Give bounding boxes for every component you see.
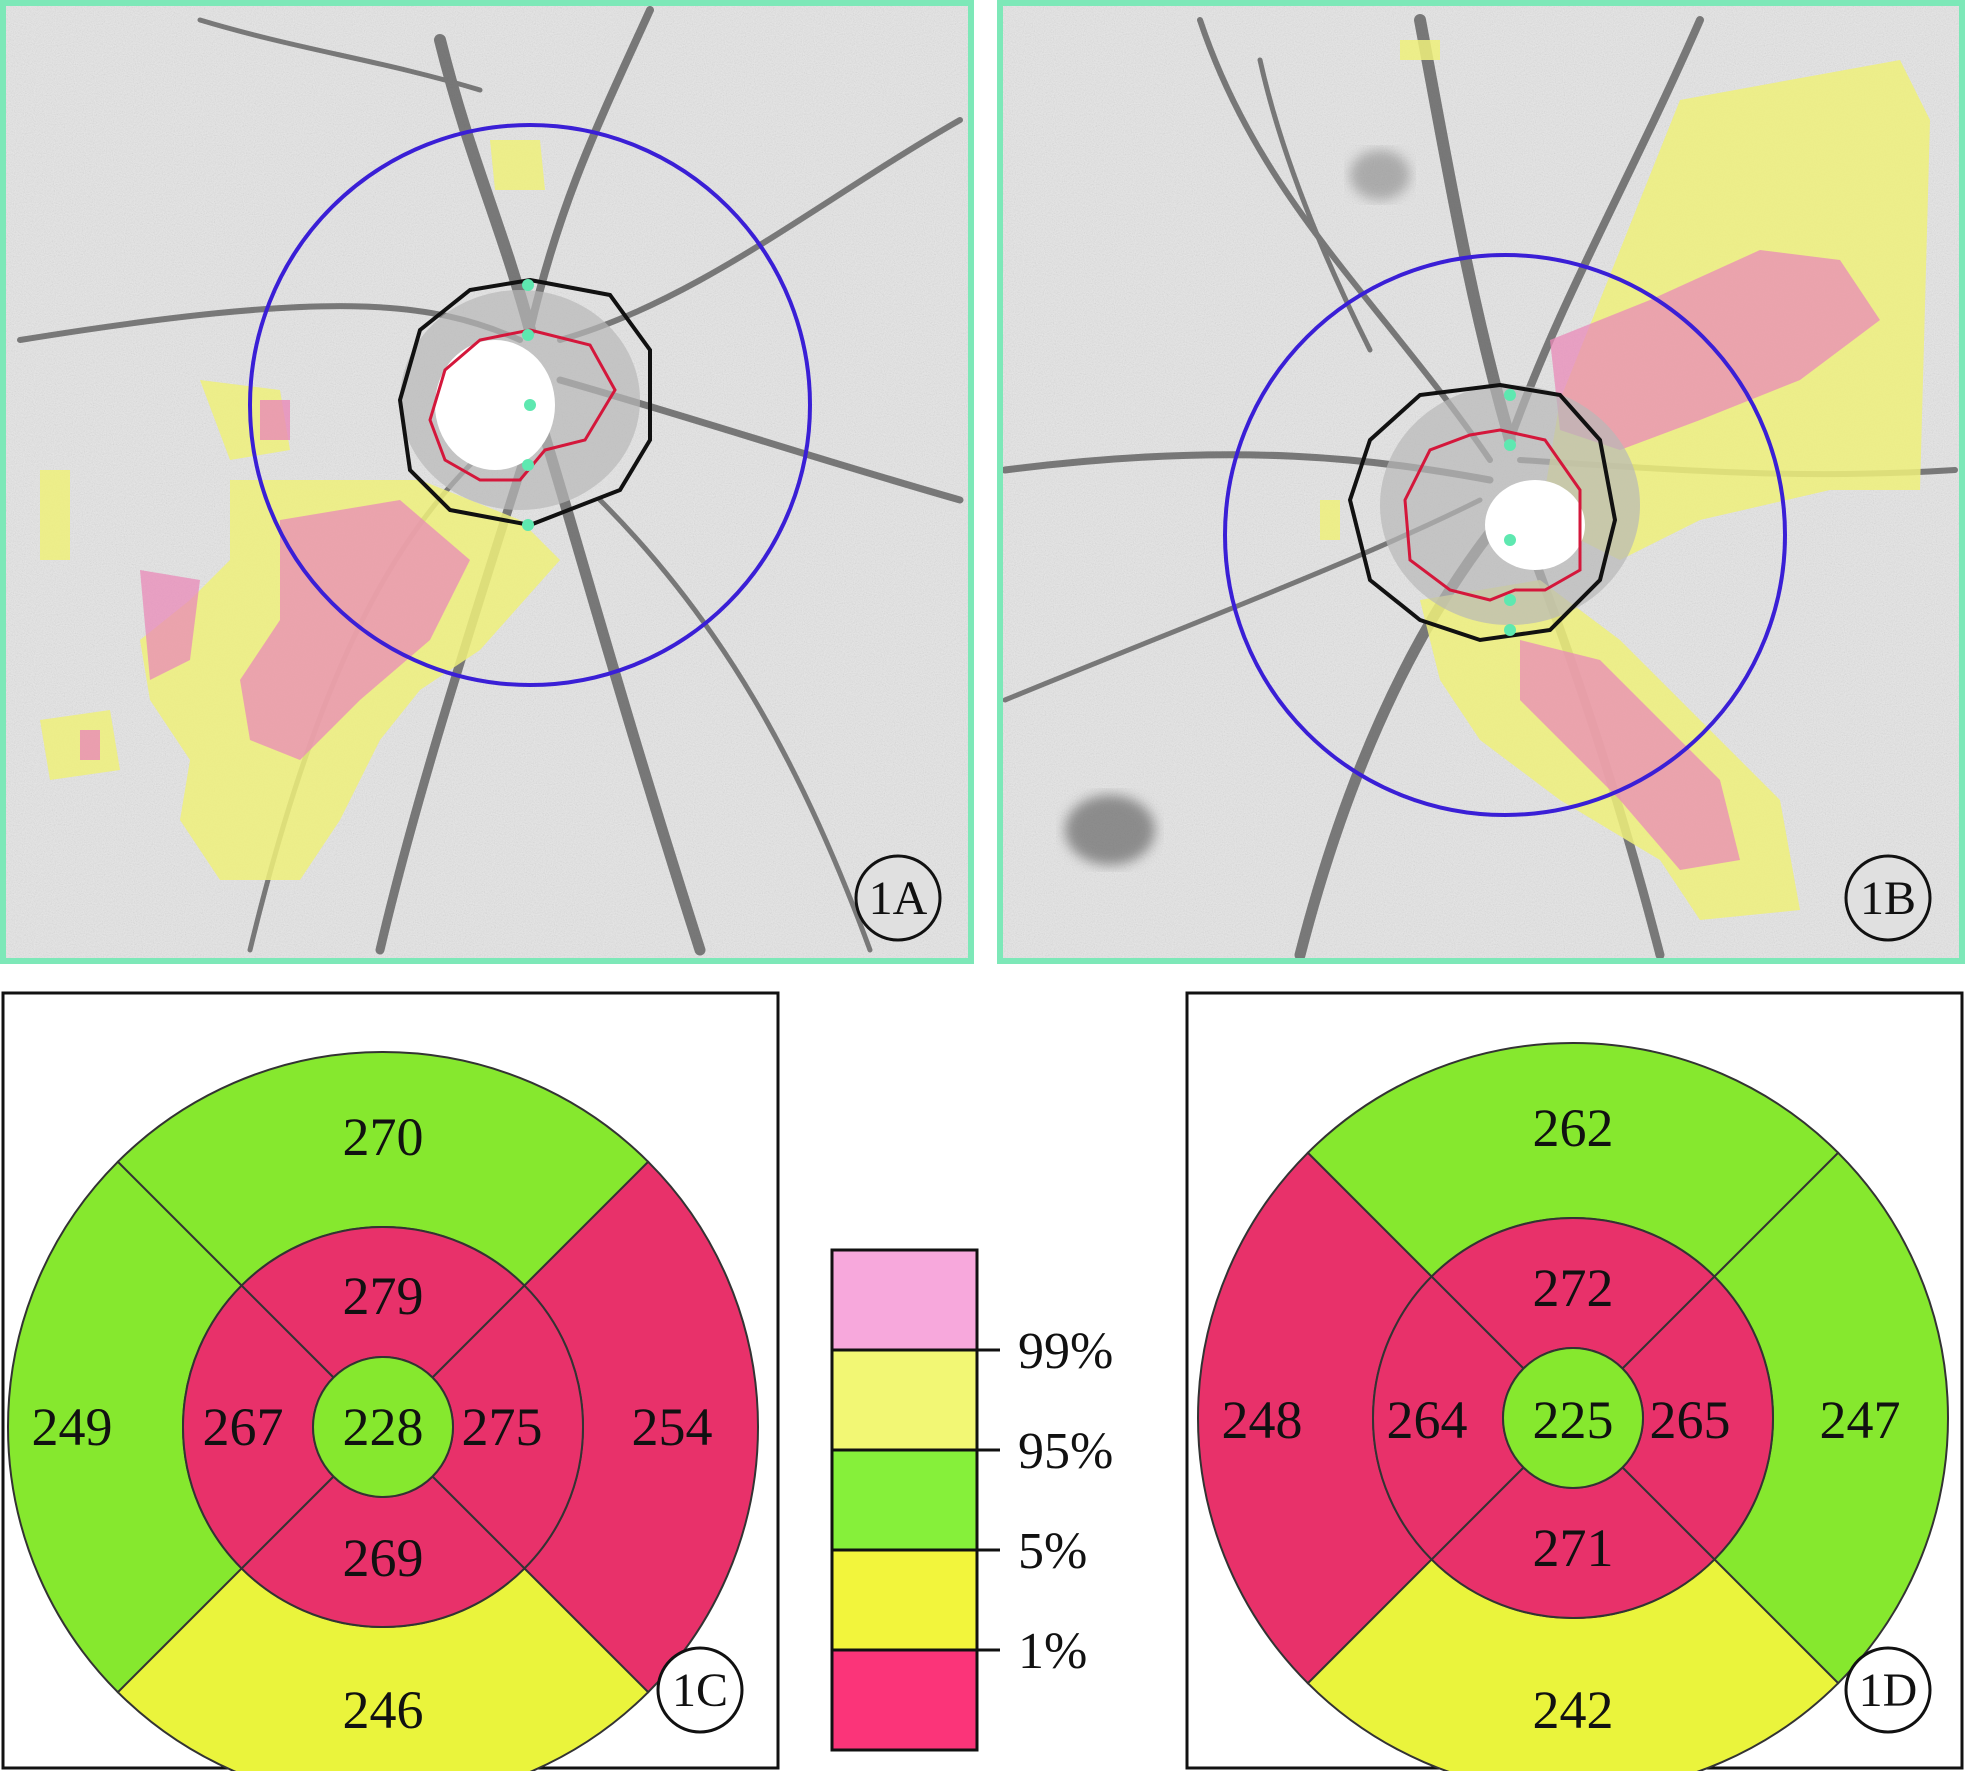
outer-bottom-value-1d: 242 [1533,1680,1614,1740]
panel-label-1a: 1A [869,872,928,925]
vessel-markers-1b [1504,389,1516,636]
inner-left-value-1d: 264 [1387,1390,1468,1450]
legend-band-below-1 [830,1648,979,1752]
inner-bottom-value-1d: 271 [1533,1518,1614,1578]
panel-label-1d: 1D [1859,1664,1918,1717]
inner-right-value-1c: 275 [462,1397,543,1457]
inner-right-value-1d: 265 [1650,1390,1731,1450]
frame-1b [997,0,1965,964]
center-zone-1d [1502,1347,1644,1489]
fundus-panel-1a: 1A [0,0,974,964]
legend-label-5: 5% [1018,1523,1087,1580]
legend-band-1-5 [830,1548,979,1652]
outer-left-value-1c: 249 [32,1397,113,1457]
outer-bottom-value-1c: 246 [343,1680,424,1740]
outer-right-value-1d: 247 [1820,1390,1901,1450]
percentile-legend: 99% 95% 5% 1% [830,1248,1113,1752]
panel-label-1c: 1C [672,1664,728,1717]
legend-label-99: 99% [1018,1323,1113,1380]
cup-margin-1b [1403,428,1582,602]
optic-cup-1a [435,340,555,470]
panel-label-1b: 1B [1860,872,1916,925]
outer-top-value-1c: 270 [343,1107,424,1167]
inner-top-value-1c: 279 [343,1266,424,1326]
cup-margin-1a [428,328,617,482]
outer-right-value-1c: 254 [632,1397,713,1457]
deviation-overlay-1a [40,140,560,880]
sector-map-1d: 262 247 242 248 272 265 271 264 225 1D [1185,991,1964,1771]
scan-circle-1a [248,123,812,687]
center-value-1d: 225 [1533,1390,1614,1450]
panel-badge-1c [656,1646,744,1734]
legend-band-above-99 [830,1248,979,1352]
panel-badge-1a [854,854,942,942]
legend-ticks [977,1348,1000,1652]
legend-band-95-99 [830,1348,979,1452]
outer-left-value-1d: 248 [1222,1390,1303,1450]
outer-top-value-1d: 262 [1533,1098,1614,1158]
frame-1a [0,0,974,964]
center-zone-1c [312,1356,454,1498]
scan-circle-1b [1223,253,1787,817]
legend-label-95: 95% [1018,1423,1113,1480]
inner-bottom-value-1c: 269 [343,1528,424,1588]
inner-top-value-1d: 272 [1533,1258,1614,1318]
center-value-1c: 228 [343,1397,424,1457]
legend-label-1: 1% [1018,1623,1087,1680]
legend-band-5-95 [830,1448,979,1552]
disc-margin-1b [1347,382,1618,643]
disc-margin-1a [397,277,652,528]
panel-badge-1b [1844,854,1932,942]
vessel-markers-1a [522,279,536,531]
optic-cup-1b [1485,480,1585,570]
fundus-panel-1b: 1B [997,0,1965,964]
inner-left-value-1c: 267 [203,1397,284,1457]
sector-map-1c: 270 254 246 249 279 275 269 267 228 1C [1,991,780,1771]
panel-badge-1d [1844,1646,1932,1734]
